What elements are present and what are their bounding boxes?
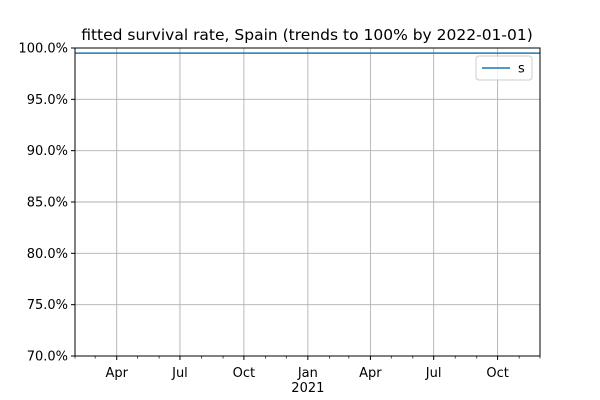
y-tick-label: 80.0% bbox=[27, 247, 68, 262]
x-tick-label: Apr bbox=[105, 366, 128, 381]
x-tick-label: Jan bbox=[297, 366, 318, 381]
chart-title: fitted survival rate, Spain (trends to 1… bbox=[81, 26, 533, 44]
x-tick-label: Jul bbox=[425, 366, 442, 381]
y-tick-label: 75.0% bbox=[27, 298, 68, 313]
y-tick-label: 85.0% bbox=[27, 196, 68, 211]
axis-ticks: 70.0% 75.0% 80.0% 85.0% 90.0% 95.0% 100.0% Apr J… bbox=[18, 42, 541, 396]
y-tick-label: 100.0% bbox=[18, 42, 68, 57]
x-tick-label: Oct bbox=[486, 366, 508, 381]
x-tick-label: Jul bbox=[171, 366, 188, 381]
legend: s bbox=[475, 55, 533, 81]
x-tick-label: Apr bbox=[359, 366, 382, 381]
y-tick-label: 90.0% bbox=[27, 144, 68, 159]
y-tick-label: 95.0% bbox=[27, 93, 68, 108]
x-tick-label: Oct bbox=[233, 366, 255, 381]
grid bbox=[75, 47, 540, 357]
x-year-label: 2021 bbox=[291, 381, 324, 396]
legend-label: s bbox=[518, 62, 525, 77]
y-tick-label: 70.0% bbox=[27, 350, 68, 365]
